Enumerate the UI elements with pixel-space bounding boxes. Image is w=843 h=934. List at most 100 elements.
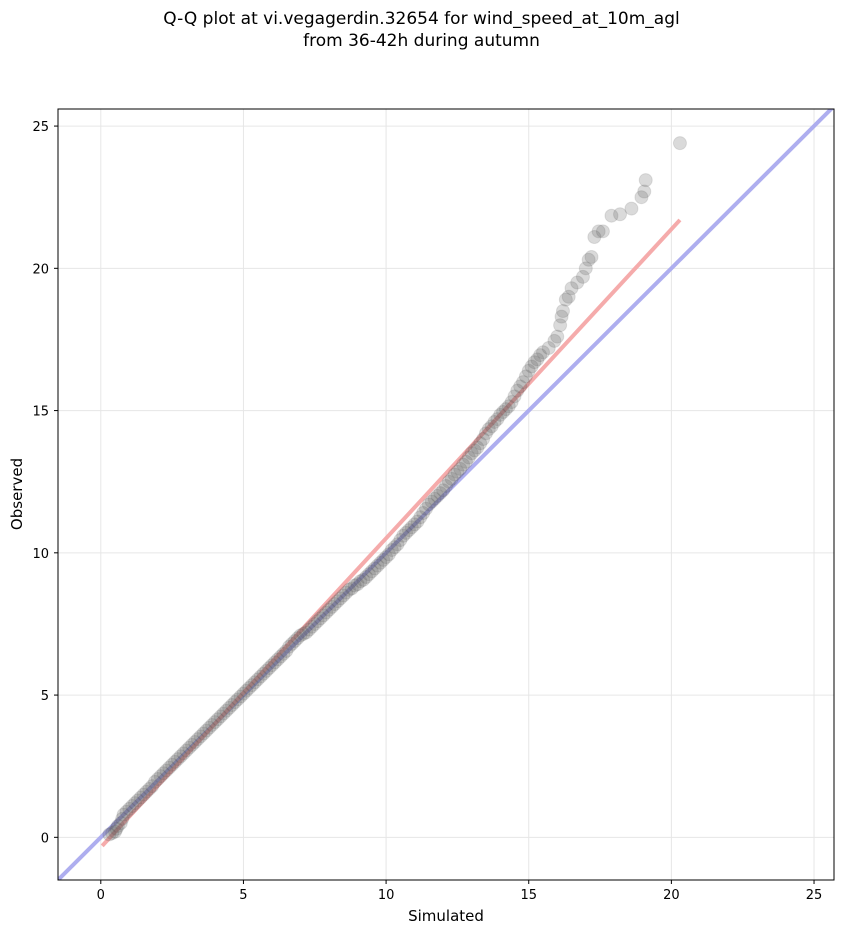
qq-point [501,399,516,414]
qq-point [427,491,442,506]
qq-point [604,208,619,223]
chart-title-line-1: Q-Q plot at vi.vegagerdin.32654 for wind… [163,9,680,29]
qq-point [379,550,394,565]
qq-point [342,582,356,597]
qq-point [464,446,479,461]
qq-point [553,318,568,333]
qq-point [162,760,177,775]
qq-point [284,636,299,651]
qq-point [290,631,305,646]
qq-point [527,355,542,370]
axis-ticks: 0 5 10 15 20 25 0 5 10 15 20 25 [32,120,822,903]
x-tick-label: 20 [663,888,680,903]
qq-point [510,383,525,398]
qq-point [148,774,162,789]
qq-point [199,723,214,738]
qq-point [182,740,197,755]
qq-point [634,190,649,205]
qq-point [256,666,271,681]
qq-point [170,752,185,767]
qq-point [536,345,550,360]
qq-point [487,414,502,429]
qq-point [293,628,308,643]
qq-point [227,695,242,710]
qq-point [513,379,528,394]
qq-point [390,537,405,552]
qq-point [167,754,182,769]
qq-point [450,464,465,479]
qq-point [222,700,237,715]
qq-point [196,726,211,741]
qq-point [282,639,297,654]
y-tick-label: 15 [32,405,49,420]
qq-point [672,136,687,151]
qq-point [150,772,165,787]
qq-point [344,581,359,596]
qq-point [638,173,653,188]
y-tick-label: 10 [32,547,49,562]
qq-point [273,649,288,664]
qq-point [413,510,428,525]
x-axis-label: Simulated [408,907,484,925]
qq-point [108,824,123,839]
qq-point [202,720,217,735]
qq-point [116,807,131,822]
x-tick-label: 25 [806,888,823,903]
qq-point [370,558,385,573]
qq-point [461,450,476,465]
qq-point [130,793,145,808]
qq-point [230,692,245,707]
qq-point [498,402,513,417]
qq-point [339,585,354,600]
plot-area [58,109,834,880]
qq-point [356,572,371,587]
qq-point [302,622,317,637]
qq-point [239,683,254,698]
fit-line [100,218,682,848]
qq-point [115,811,130,826]
qq-point [518,369,533,384]
qq-point [128,796,143,811]
qq-point [304,619,319,634]
qq-point [333,591,348,606]
qq-point [359,570,374,585]
qq-point [299,625,314,640]
qq-point [467,443,482,458]
qq-point [319,605,334,620]
qq-point [530,352,545,367]
qq-point [393,533,408,548]
qq-point [554,309,569,324]
qq-point [145,779,160,794]
qq-point [336,588,351,603]
qq-point [264,658,279,673]
qq-point [279,643,294,658]
qq-point [507,389,522,404]
qq-point [367,561,382,576]
qq-point [187,735,202,750]
qq-point [399,525,414,540]
qq-point [558,292,573,307]
qq-point [361,567,376,582]
qq-point [136,787,151,802]
qq-point [179,743,194,758]
qq-point [122,801,137,816]
qq-point [401,523,416,538]
qq-point [433,486,448,501]
qq-point [347,578,362,593]
qq-point [310,614,325,629]
qq-point [473,436,488,451]
x-tick-label: 0 [97,888,105,903]
qq-point [193,729,208,744]
qq-point [142,781,157,796]
qq-point [533,348,548,363]
qq-point [419,501,434,516]
qq-point [456,457,471,472]
qq-point [324,599,339,614]
qq-point [496,404,511,419]
qq-point [270,652,285,667]
qq-point [637,184,652,199]
qq-point [245,678,259,693]
qq-point [210,712,225,727]
qq-point [213,709,228,724]
qq-point [353,574,368,589]
